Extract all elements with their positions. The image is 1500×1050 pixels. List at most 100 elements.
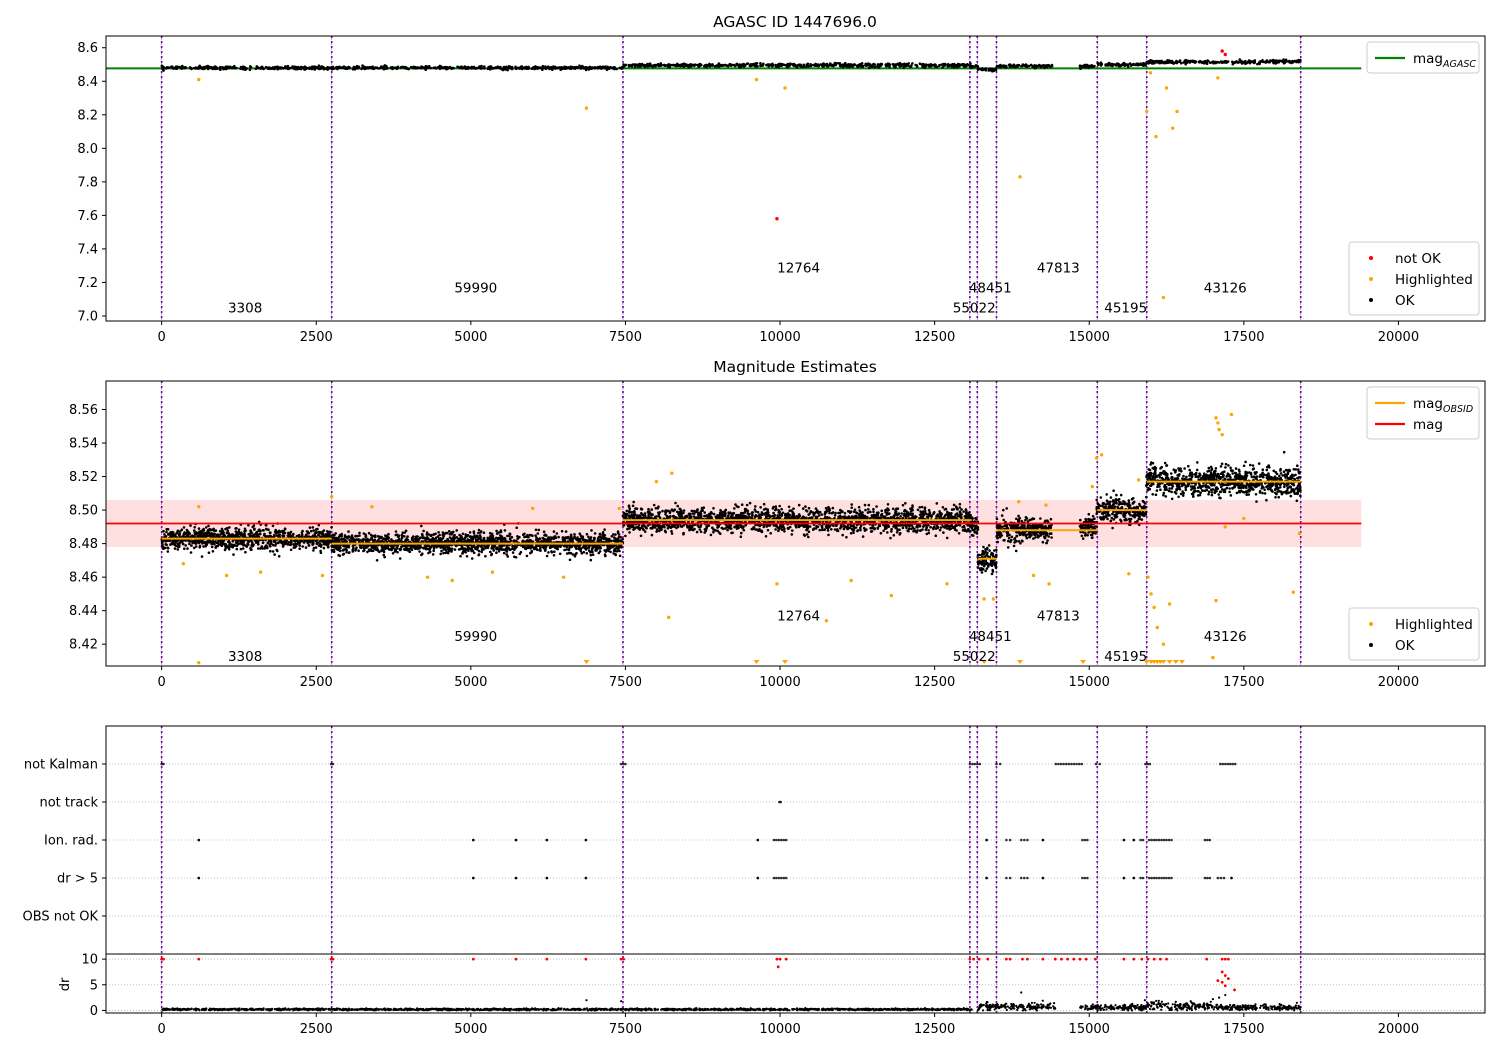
p1-xtick-label: 20000: [1378, 330, 1419, 345]
p2-ok-point: [374, 544, 377, 548]
p2-ok-point: [450, 533, 453, 536]
p2-ok-point: [235, 527, 238, 530]
p1-ok-point: [1297, 58, 1300, 62]
p2-ok-point: [337, 539, 341, 542]
p2-ok-point: [508, 533, 512, 536]
p1-obsid-label: 43126: [1204, 280, 1247, 296]
p2-ok-point: [482, 548, 485, 551]
p2-ok-point: [330, 526, 333, 529]
p2-ok-point: [224, 543, 228, 546]
p1-ok-point: [853, 63, 856, 66]
p1-highlighted-point: [1216, 76, 1220, 80]
p1-ok-point: [383, 64, 387, 67]
p2-ok-point: [269, 549, 272, 553]
p2-ok-point: [186, 547, 189, 550]
p1-ok-point: [759, 62, 762, 65]
p1-ok-point: [434, 66, 437, 69]
p1-obsid-label: 47813: [1037, 260, 1080, 276]
p2-ok-point: [434, 536, 438, 540]
p2-ok-point: [598, 533, 602, 536]
p1-ok-point: [1144, 64, 1147, 67]
p1-legend-bottom-legend-swatch: [1369, 298, 1373, 302]
p1-ok-point: [646, 65, 650, 68]
p2-ok-point: [660, 528, 663, 531]
p2-ok-point: [573, 533, 576, 536]
p1-ok-point: [456, 65, 459, 69]
p2-ok-point: [333, 539, 336, 543]
p2-ok-point: [254, 541, 258, 544]
p2-ok-point: [432, 533, 435, 536]
p2-ok-point: [235, 544, 239, 548]
p1-ok-point: [448, 65, 452, 69]
p2-ok-point: [934, 534, 938, 537]
p2-ok-point: [278, 530, 282, 533]
p2-ok-point: [355, 538, 359, 541]
p2-ok-point: [571, 553, 575, 556]
p2-ok-point: [167, 533, 170, 536]
p2-ok-point: [376, 539, 379, 543]
p2-ok-point: [529, 533, 533, 537]
p2-ok-point: [486, 536, 490, 540]
p1-ok-point: [968, 64, 972, 67]
p1-ok-point: [807, 65, 810, 68]
p1-ok-point: [965, 63, 969, 66]
p1-ok-point: [1031, 65, 1034, 68]
p2-ok-point: [165, 530, 168, 534]
p1-ok-point: [685, 63, 688, 66]
p1-ok-point: [264, 65, 268, 69]
p1-ok-point: [1078, 64, 1082, 67]
p1-ok-point: [1085, 63, 1089, 67]
p1-ok-point: [743, 64, 747, 67]
p1-ok-point: [888, 63, 892, 67]
p1-ok-point: [994, 67, 997, 71]
p2-ok-point: [169, 531, 173, 534]
p1-ok-point: [248, 68, 252, 72]
p1-ytick-label: 7.4: [77, 242, 98, 257]
p1-ok-point: [206, 64, 210, 68]
p1-ok-point: [405, 67, 408, 70]
p2-ok-point: [484, 539, 487, 543]
p1-ok-point: [952, 66, 956, 69]
p2-ok-point: [447, 546, 451, 549]
p2-ok-point: [370, 536, 373, 539]
p2-ok-point: [880, 509, 883, 513]
p1-ok-point: [914, 63, 917, 67]
p2-ok-point: [568, 558, 572, 562]
p2-ok-point: [477, 528, 481, 532]
p2-ok-point: [257, 520, 261, 524]
p2-ok-point: [411, 535, 415, 538]
p2-ok-point: [375, 559, 379, 562]
p2-ok-point: [603, 528, 606, 531]
p1-highlighted-point: [1145, 109, 1149, 114]
p2-ok-point: [616, 530, 620, 533]
p2-ok-point: [403, 535, 406, 538]
p2-ok-point: [344, 544, 348, 547]
p1-ok-point: [705, 63, 708, 67]
p1-ok-point: [1252, 61, 1256, 64]
p2-ok-point: [364, 534, 368, 538]
p2-ok-point: [207, 524, 210, 528]
p2-ok-point: [301, 545, 305, 548]
p2-ok-point: [585, 532, 589, 536]
p2-ok-point: [512, 540, 515, 543]
p2-ok-point: [162, 547, 165, 550]
p2-ok-point: [391, 552, 395, 555]
p2-ok-point: [354, 534, 357, 538]
p1-ok-point: [1205, 62, 1209, 65]
p2-ok-point: [617, 545, 620, 549]
p1-not-ok-point: [1223, 52, 1227, 57]
p2-ok-point: [319, 545, 323, 548]
p2-ok-point: [298, 547, 302, 551]
p1-ok-point: [830, 64, 834, 67]
p1-ok-point: [210, 66, 214, 70]
p2-ok-point: [703, 511, 706, 514]
p2-ok-point: [398, 547, 402, 551]
p1-ok-point: [235, 66, 238, 70]
p1-highlighted-point: [1164, 86, 1169, 90]
p2-ok-point: [548, 546, 552, 549]
p2-ok-point: [498, 544, 501, 548]
p2-ok-point: [498, 548, 501, 551]
p2-ok-point: [542, 546, 546, 550]
p2-ok-point: [565, 548, 568, 551]
p1-ytick-label: 7.6: [77, 209, 98, 224]
